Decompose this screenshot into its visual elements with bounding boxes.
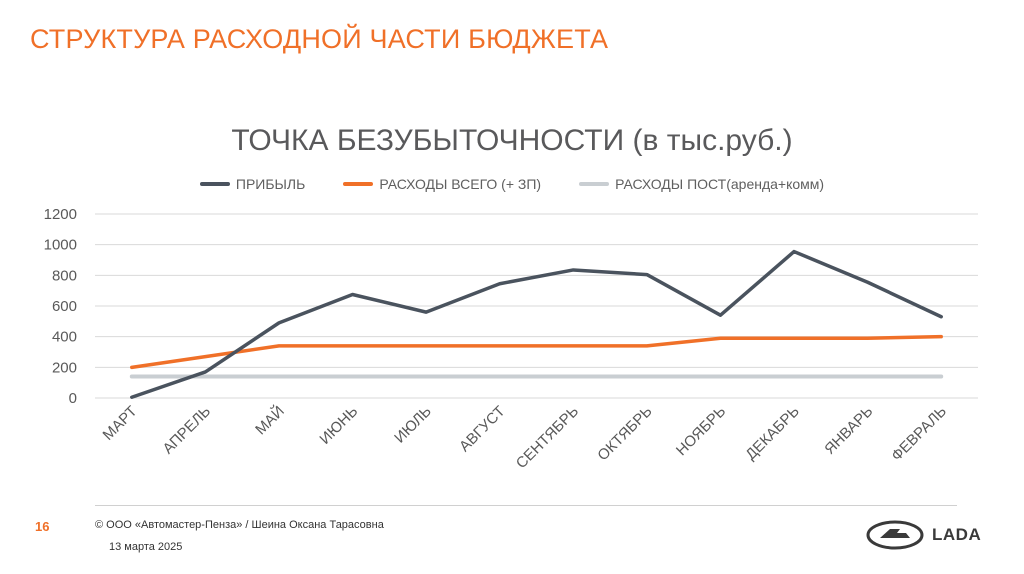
page-number: 16 — [35, 519, 50, 534]
y-tick-label: 600 — [52, 298, 77, 315]
legend-label-profit: ПРИБЫЛЬ — [235, 176, 306, 192]
legend-label-expenses-fixed: РАСХОДЫ ПОСТ(аренда+комм) — [615, 176, 825, 192]
y-tick-label: 800 — [52, 267, 77, 284]
x-tick-label: СЕНТЯБРЬ — [513, 403, 582, 472]
y-tick-label: 200 — [52, 359, 77, 376]
copyright-text: © ООО «Автомастер-Пенза» / Шеина Оксана … — [95, 519, 384, 531]
legend-label-expenses-total: РАСХОДЫ ВСЕГО (+ ЗП) — [379, 176, 542, 192]
chart-plot: 0 200 400 600 800 1000 1200 МАРТ АПРЕЛЬ МАЙ ИЮНЬ ИЮ… — [44, 206, 978, 472]
slide-title: СТРУКТУРА РАСХОДНОЙ ЧАСТИ БЮДЖЕТА — [30, 24, 609, 54]
legend-item-expenses-fixed: РАСХОДЫ ПОСТ(аренда+комм) — [579, 176, 824, 192]
logo-text: LADA — [932, 525, 982, 544]
legend-swatch-expenses-total — [343, 182, 374, 186]
x-tick-label: ИЮЛЬ — [391, 403, 435, 447]
y-tick-label: 1200 — [44, 206, 77, 223]
x-tick-label: АПРЕЛЬ — [160, 403, 215, 458]
chart-title: ТОЧКА БЕЗУБЫТОЧНОСТИ (в тыс.руб.) — [231, 124, 793, 157]
footer-divider — [95, 505, 957, 506]
legend-swatch-profit — [199, 182, 230, 186]
x-tick-label: ДЕКАБРЬ — [742, 403, 803, 464]
x-tick-label: НОЯБРЬ — [673, 403, 729, 459]
date-text: 13 марта 2025 — [109, 541, 183, 553]
legend-item-profit: ПРИБЫЛЬ — [199, 176, 306, 192]
x-tick-label: ОКТЯБРЬ — [594, 403, 655, 464]
x-tick-label: ФЕВРАЛЬ — [888, 403, 950, 465]
x-tick-label: МАРТ — [100, 403, 141, 444]
series-line-1 — [130, 334, 943, 370]
lada-boat-icon — [866, 520, 924, 550]
y-tick-label: 400 — [52, 329, 77, 346]
x-tick-label: ЯНВАРЬ — [821, 403, 876, 458]
y-tick-label: 1000 — [44, 237, 77, 254]
legend-item-expenses-total: РАСХОДЫ ВСЕГО (+ ЗП) — [343, 176, 541, 192]
x-tick-label: ИЮНЬ — [316, 403, 361, 448]
x-tick-label: АВГУСТ — [456, 403, 508, 455]
chart-legend: ПРИБЫЛЬ РАСХОДЫ ВСЕГО (+ ЗП) РАСХОДЫ ПОС… — [0, 176, 1024, 192]
lada-logo: LADA — [866, 520, 981, 550]
x-tick-label: МАЙ — [252, 402, 288, 438]
legend-swatch-expenses-fixed — [579, 182, 610, 186]
series-line-0 — [130, 249, 943, 399]
y-tick-label: 0 — [69, 390, 77, 407]
